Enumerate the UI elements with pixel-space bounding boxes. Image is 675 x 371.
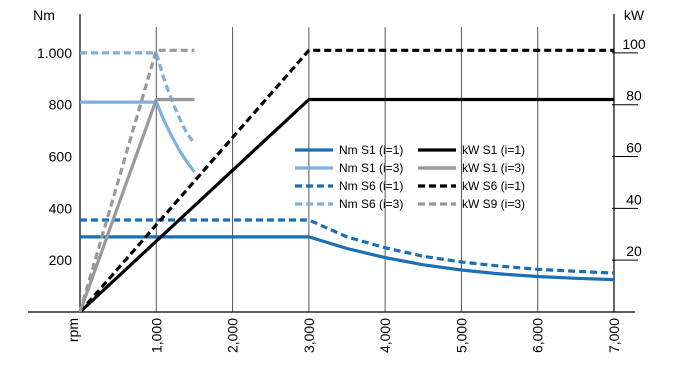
legend-label-5: kW S1 (i=1) [462, 143, 525, 157]
series-line-3 [80, 218, 615, 275]
legend-label-3: Nm S6 (i=1) [339, 179, 403, 193]
axes [28, 14, 635, 313]
legend-label-4: Nm S6 (i=3) [339, 197, 403, 211]
x-axis-unit-label: rpm [65, 318, 81, 342]
left-tick-label: 600 [49, 149, 73, 165]
series-line-8 [78, 48, 195, 313]
x-tick-label: 5,000 [453, 318, 469, 353]
legend-label-1: Nm S1 (i=1) [339, 143, 403, 157]
right-tick-label: 60 [626, 140, 642, 156]
x-tick-label: 6,000 [530, 318, 546, 353]
right-tick-label: 100 [622, 36, 646, 52]
left-axis-unit-label: Nm [33, 7, 55, 23]
right-tick-label: 40 [626, 191, 642, 207]
left-tick-label: 1.000 [37, 45, 72, 61]
left-tick-label: 200 [49, 252, 73, 268]
legend-label-2: Nm S1 (i=3) [339, 161, 403, 175]
tick-labels: rpm 200 400 600 800 1.000 20 40 60 80 100 1,000 2,0… [37, 36, 646, 353]
x-tick-label: 2,000 [225, 318, 241, 353]
left-tick-label: 800 [49, 97, 73, 113]
series-line-2 [80, 100, 196, 174]
legend-label-7: kW S6 (i=1) [462, 179, 525, 193]
left-tick-label: 400 [49, 200, 73, 216]
right-tick-label: 80 [626, 88, 642, 104]
data-series [78, 48, 615, 314]
series-line-6 [78, 97, 195, 313]
series-line-7 [78, 48, 614, 314]
right-tick-label: 20 [626, 243, 642, 259]
series-line-5 [78, 97, 614, 314]
x-tick-label: 1,000 [148, 318, 164, 353]
series-line-1 [80, 235, 615, 282]
x-tick-label: 3,000 [301, 318, 317, 353]
legend-label-8: kW S9 (i=3) [462, 197, 525, 211]
legend: Nm S1 (i=1) Nm S1 (i=3) Nm S6 (i=1) Nm S6 (… [295, 143, 525, 211]
x-tick-label: 4,000 [377, 318, 393, 353]
legend-label-6: kW S1 (i=3) [462, 161, 525, 175]
right-axis-unit-label: kW [624, 7, 645, 23]
x-tick-label: 7,000 [606, 318, 622, 353]
